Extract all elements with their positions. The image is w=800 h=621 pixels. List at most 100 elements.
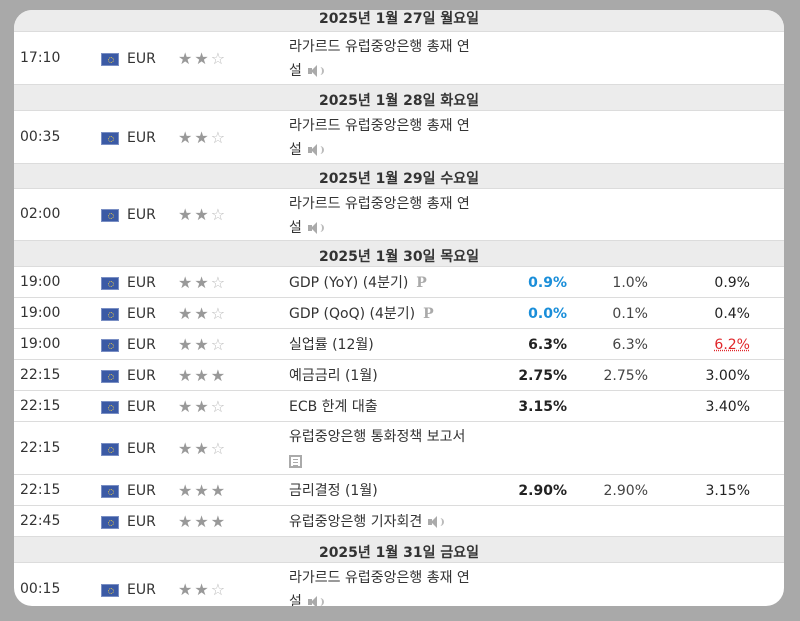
star-empty-icon: ☆ — [210, 205, 228, 224]
actual-value: 2.75% — [518, 367, 567, 384]
eu-flag-icon — [101, 209, 119, 222]
currency-cell: EUR — [127, 367, 156, 384]
actual-value: 2.90% — [518, 482, 567, 499]
forecast-value: 1.0% — [612, 274, 648, 291]
forecast-value: 0.1% — [612, 305, 648, 322]
table-row: 22:15 EUR ★★★ 예금금리 (1월) 2.75% 2.75% 3.00% — [14, 360, 784, 391]
importance-stars: ★★★ — [178, 481, 227, 500]
time-cell: 22:15 — [20, 439, 61, 456]
time-cell: 22:45 — [20, 512, 61, 529]
event-name[interactable]: 실업률 (12월) — [289, 333, 374, 357]
star-filled-icon: ★ — [194, 396, 211, 416]
event-name[interactable]: 유럽중앙은행 통화정책 보고서 — [289, 425, 465, 473]
table-row: 19:00 EUR ★★☆ GDP (QoQ) (4분기) P 0.0% 0.1% 0.4% — [14, 298, 784, 329]
event-text-cont: 설 — [289, 594, 302, 606]
star-filled-icon: ★ — [194, 480, 211, 500]
star-filled-icon: ★ — [194, 303, 211, 323]
eu-flag-icon — [101, 583, 119, 597]
importance-stars: ★★☆ — [178, 439, 227, 458]
star-filled-icon: ★ — [178, 48, 195, 68]
day-label: 2025년 1월 31일 금요일 — [318, 545, 480, 561]
event-text: 라가르드 유럽중앙은행 총재 연 — [289, 196, 470, 212]
day-label: 2025년 1월 28일 화요일 — [318, 93, 480, 109]
previous-value: 0.9% — [714, 274, 750, 291]
preliminary-icon[interactable]: P — [416, 274, 427, 291]
currency-cell: EUR — [127, 274, 156, 291]
day-label: 2025년 1월 29일 수요일 — [318, 171, 480, 187]
time-cell: 19:00 — [20, 273, 61, 290]
time-cell: 17:10 — [20, 49, 61, 66]
star-filled-icon: ★ — [194, 48, 211, 68]
star-empty-icon: ☆ — [210, 127, 228, 147]
star-filled-icon: ★ — [178, 480, 195, 500]
event-name[interactable]: ECB 한계 대출 — [289, 395, 378, 419]
event-name[interactable]: 유럽중앙은행 기자회견 — [289, 510, 445, 534]
eu-flag-icon — [101, 131, 119, 145]
star-filled-icon: ★ — [194, 438, 211, 458]
currency-cell: EUR — [127, 305, 156, 322]
star-filled-icon: ★ — [194, 511, 211, 531]
star-filled-icon: ★ — [178, 272, 195, 292]
time-cell: 19:00 — [20, 304, 61, 321]
star-filled-icon: ★ — [194, 127, 211, 147]
report-icon[interactable] — [289, 454, 302, 468]
star-filled-icon: ★ — [194, 334, 211, 354]
table-row: 22:15 EUR ★★★ 금리결정 (1월) 2.90% 2.90% 3.15% — [14, 475, 784, 506]
currency-cell: EUR — [127, 207, 156, 223]
table-row: 19:00 EUR ★★☆ GDP (YoY) (4분기) P 0.9% 1.0% 0.9% — [14, 267, 784, 298]
event-text: 유럽중앙은행 통화정책 보고서 — [289, 429, 466, 445]
forecast-value: 6.3% — [612, 336, 648, 353]
actual-value: 6.3% — [528, 336, 567, 353]
event-name[interactable]: GDP (QoQ) (4분기) P — [289, 302, 434, 326]
previous-value: 3.40% — [705, 398, 750, 415]
actual-value: 0.0% — [528, 305, 567, 322]
speaker-icon[interactable] — [307, 144, 324, 156]
previous-value[interactable]: 6.2% — [714, 336, 750, 353]
star-empty-icon: ☆ — [210, 438, 228, 458]
day-header: 2025년 1월 28일 화요일 — [14, 85, 784, 111]
importance-stars: ★★☆ — [178, 335, 227, 354]
currency-cell: EUR — [127, 513, 156, 530]
speaker-icon[interactable] — [307, 65, 324, 77]
currency-cell: EUR — [127, 336, 156, 353]
event-name[interactable]: GDP (YoY) (4분기) P — [289, 271, 427, 295]
event-text: 라가르드 유럽중앙은행 총재 연 — [289, 39, 470, 55]
currency-cell: EUR — [127, 398, 156, 415]
importance-stars: ★★☆ — [178, 49, 227, 68]
star-empty-icon: ☆ — [210, 396, 228, 416]
event-text: GDP (QoQ) (4분기) — [289, 305, 416, 322]
star-filled-icon: ★ — [178, 511, 195, 531]
importance-stars: ★★☆ — [178, 128, 227, 147]
eu-flag-icon — [101, 400, 119, 414]
speaker-icon[interactable] — [307, 222, 324, 234]
event-name[interactable]: 금리결정 (1월) — [289, 479, 378, 503]
table-row: 22:15 EUR ★★☆ 유럽중앙은행 통화정책 보고서 — [14, 422, 784, 475]
time-cell: 00:35 — [20, 128, 61, 145]
eu-flag-icon — [101, 369, 119, 383]
importance-stars: ★★☆ — [178, 304, 227, 323]
speaker-icon[interactable] — [428, 515, 445, 528]
eu-flag-icon — [101, 307, 119, 321]
star-filled-icon: ★ — [210, 480, 228, 500]
previous-value: 3.00% — [705, 367, 750, 384]
event-text: 유럽중앙은행 기자회견 — [289, 513, 423, 530]
currency-cell: EUR — [127, 50, 156, 67]
speaker-icon[interactable] — [307, 596, 324, 606]
event-name[interactable]: 예금금리 (1월) — [289, 364, 378, 388]
event-text: GDP (YoY) (4분기) — [289, 274, 409, 291]
star-filled-icon: ★ — [178, 365, 195, 385]
time-cell: 19:00 — [20, 335, 61, 352]
actual-value: 3.15% — [518, 398, 567, 415]
event-text-cont: 설 — [289, 220, 302, 236]
time-cell: 00:15 — [20, 580, 61, 597]
eu-flag-icon — [101, 442, 119, 456]
preliminary-icon[interactable]: P — [423, 305, 434, 322]
time-cell: 22:15 — [20, 366, 61, 383]
eu-flag-icon — [101, 338, 119, 352]
